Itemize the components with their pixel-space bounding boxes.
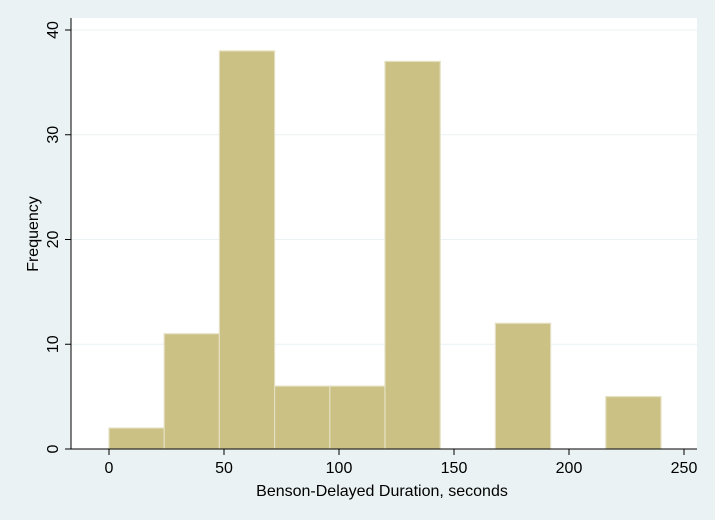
axes: [70, 18, 697, 450]
x-tick-label: 50: [215, 460, 233, 477]
x-tick-label: 0: [105, 460, 114, 477]
y-tick-label: 40: [45, 21, 62, 39]
histogram-bar: [108, 427, 165, 450]
y-tick-label: 20: [45, 231, 62, 249]
x-axis-label: Benson-Delayed Duration, seconds: [256, 483, 508, 500]
x-tick-label: 100: [326, 460, 353, 477]
histogram-bars: [108, 50, 662, 450]
histogram-bar: [329, 385, 386, 450]
y-axis-label: Frequency: [25, 196, 42, 272]
y-axis-ticks: 0 10 20 30 40: [45, 21, 71, 453]
histogram-bar: [605, 396, 662, 450]
y-tick-label: 30: [45, 126, 62, 144]
histogram-bar: [494, 322, 552, 450]
histogram-bar: [384, 60, 441, 450]
histogram-bar: [218, 50, 276, 450]
histogram-bar: [274, 385, 331, 450]
y-tick-label: 0: [45, 444, 62, 453]
y-tick-label: 10: [45, 335, 62, 353]
x-tick-label: 150: [441, 460, 468, 477]
histogram-bar: [163, 333, 220, 450]
x-axis-ticks: 0 50 100 150 200 250: [105, 449, 698, 477]
x-tick-label: 250: [671, 460, 698, 477]
x-tick-label: 200: [556, 460, 583, 477]
